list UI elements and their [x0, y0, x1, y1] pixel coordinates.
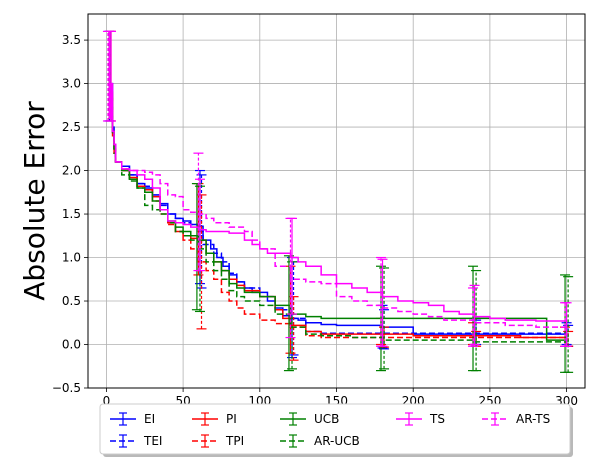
y-tick-label: 3.5 [62, 33, 81, 47]
plot-area [102, 30, 574, 373]
legend-entry-tei: TEI [110, 434, 162, 448]
series-ar-ts [102, 30, 571, 347]
y-axis-label: Absolute Error [18, 101, 51, 301]
legend-entry-tpi: TPI [192, 434, 244, 448]
legend-box [99, 403, 571, 455]
y-tick-label: 2.5 [62, 120, 81, 134]
legend-entry-pi: PI [192, 412, 237, 426]
y-tick-label: 1.5 [62, 207, 81, 221]
legend-label: AR-TS [516, 412, 550, 426]
y-tick-label: 0.0 [62, 338, 81, 352]
y-tick-label: −0.5 [52, 381, 81, 395]
legend-label: TPI [225, 434, 244, 448]
legend-label: AR-UCB [314, 434, 360, 448]
legend-entry-ar-ts: AR-TS [482, 412, 550, 426]
y-tick-label: 2.0 [62, 164, 81, 178]
legend-entry-ts: TS [396, 412, 445, 426]
legend-label: PI [226, 412, 237, 426]
legend-entry-ar-ucb: AR-UCB [280, 434, 360, 448]
series-line [107, 30, 567, 328]
y-tick-label: 1.0 [62, 251, 81, 265]
y-tick-label: 3.0 [62, 77, 81, 91]
legend-label: TEI [143, 434, 162, 448]
legend-entry-ei: EI [110, 412, 155, 426]
legend-label: EI [144, 412, 155, 426]
legend-label: TS [429, 412, 445, 426]
legend-label: UCB [314, 412, 339, 426]
y-tick-label: 0.5 [62, 294, 81, 308]
x-tick-label: 0 [103, 394, 111, 408]
legend-entry-ucb: UCB [280, 412, 339, 426]
legend: EI TEI PI TPI UCB AR-UCB TS AR-TS [99, 403, 573, 457]
